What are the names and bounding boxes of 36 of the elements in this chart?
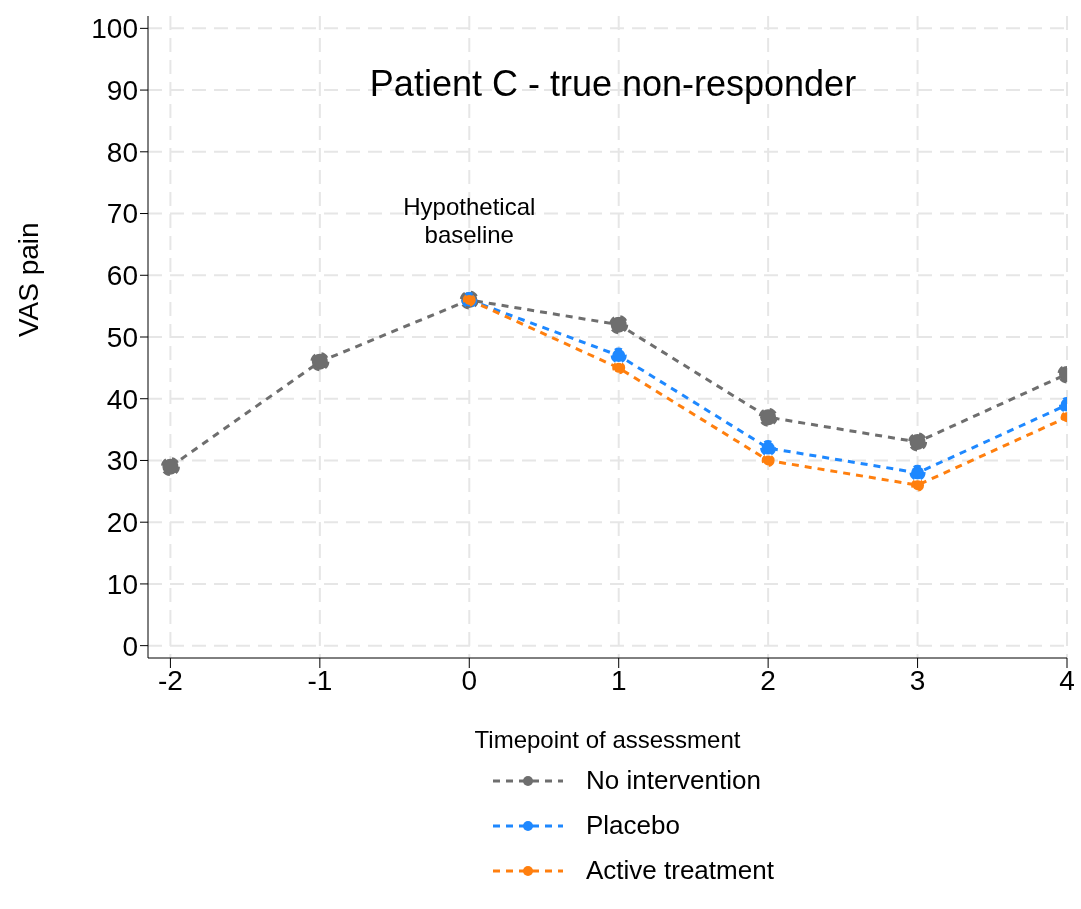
legend-label: Placebo (586, 810, 680, 841)
x-tick-label: 0 (461, 664, 478, 696)
x-tick-label: -2 (157, 664, 183, 696)
x-tick-label: -1 (307, 664, 333, 696)
x-axis-title: Timepoint of assessment (474, 726, 741, 753)
y-tick-label: 100 (91, 13, 138, 45)
legend-label: No intervention (586, 765, 761, 796)
y-tick-label: 60 (106, 260, 138, 292)
point (758, 407, 778, 427)
point (760, 440, 777, 457)
y-tick-label: 80 (106, 136, 138, 168)
legend-label: Active treatment (586, 855, 774, 886)
y-axis-title: VAS pain (12, 222, 44, 337)
point (609, 315, 629, 335)
y-tick-label: 0 (122, 630, 138, 662)
y-tick-label: 50 (106, 321, 138, 353)
y-tick-label: 70 (106, 198, 138, 230)
point (761, 453, 775, 467)
point (310, 352, 330, 372)
y-tick-label: 40 (106, 383, 138, 415)
x-tick-label: 1 (610, 664, 627, 696)
y-tick-label: 20 (106, 507, 138, 539)
x-tick-label: 4 (1059, 664, 1075, 696)
point (911, 478, 925, 492)
point (612, 361, 626, 375)
point (610, 347, 627, 364)
y-tick-label: 10 (106, 568, 138, 600)
x-tick-label: 3 (909, 664, 926, 696)
y-tick-label: 30 (106, 445, 138, 477)
point (909, 464, 926, 481)
text: Patient C - true non-responder (368, 63, 858, 105)
point (908, 432, 928, 452)
x-tick-label: 2 (760, 664, 776, 696)
y-tick-label: 90 (106, 75, 138, 107)
point (160, 457, 180, 477)
annotation: Hypothetical baseline (403, 192, 536, 248)
